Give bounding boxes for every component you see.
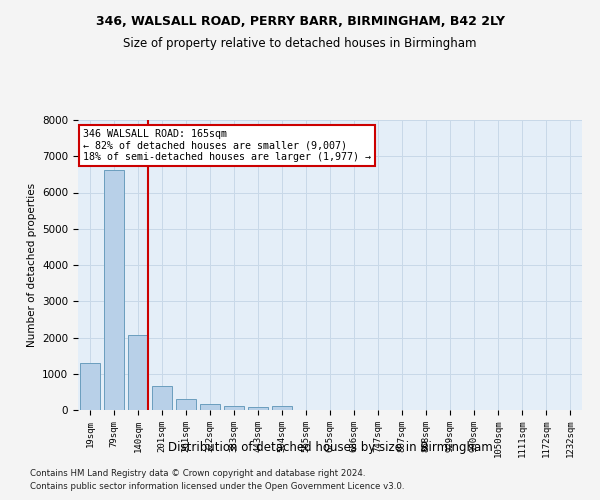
Bar [152,386,172,410]
Text: Contains HM Land Registry data © Crown copyright and database right 2024.: Contains HM Land Registry data © Crown c… [30,468,365,477]
Bar [80,362,100,410]
Bar [248,406,268,410]
Bar [104,170,124,410]
Text: 346 WALSALL ROAD: 165sqm
← 82% of detached houses are smaller (9,007)
18% of sem: 346 WALSALL ROAD: 165sqm ← 82% of detach… [83,129,371,162]
Text: Contains public sector information licensed under the Open Government Licence v3: Contains public sector information licen… [30,482,404,491]
Text: Distribution of detached houses by size in Birmingham: Distribution of detached houses by size … [167,441,493,454]
Bar [224,406,244,410]
Text: Size of property relative to detached houses in Birmingham: Size of property relative to detached ho… [123,38,477,51]
Text: 346, WALSALL ROAD, PERRY BARR, BIRMINGHAM, B42 2LY: 346, WALSALL ROAD, PERRY BARR, BIRMINGHA… [95,15,505,28]
Bar [200,404,220,410]
Bar [128,334,148,410]
Bar [176,400,196,410]
Bar [272,406,292,410]
Y-axis label: Number of detached properties: Number of detached properties [26,183,37,347]
